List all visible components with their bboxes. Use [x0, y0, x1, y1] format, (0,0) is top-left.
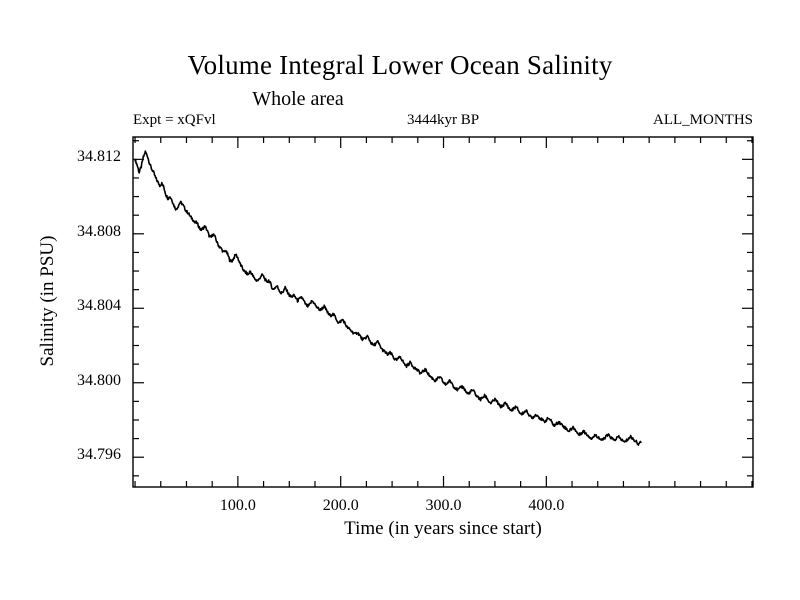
y-tick-label: 34.804 [77, 297, 121, 315]
axis-ticks [133, 137, 753, 487]
x-tick-label: 300.0 [425, 497, 462, 514]
experiment-label: Expt = xQFvl [133, 112, 216, 128]
period-label: 3444kyr BP [406, 112, 480, 128]
plot-frame [132, 136, 754, 488]
y-tick-label: 34.800 [77, 371, 121, 389]
data-series-line [134, 150, 642, 446]
x-tick-label: 100.0 [219, 497, 256, 514]
x-axis-title: Time (in years since start) [344, 518, 542, 539]
y-tick-label: 34.812 [77, 148, 121, 166]
months-label: ALL_MONTHS [653, 112, 753, 128]
x-tick-label: 200.0 [322, 497, 359, 514]
y-tick-label: 34.808 [77, 222, 121, 240]
chart-annotation-row: Expt = xQFvl 3444kyr BP ALL_MONTHS [133, 112, 753, 132]
y-tick-label: 34.796 [77, 446, 121, 464]
chart-title: Volume Integral Lower Ocean Salinity [187, 50, 613, 80]
x-tick-label: 400.0 [528, 497, 565, 514]
chart-subtitle: Whole area [252, 88, 344, 110]
